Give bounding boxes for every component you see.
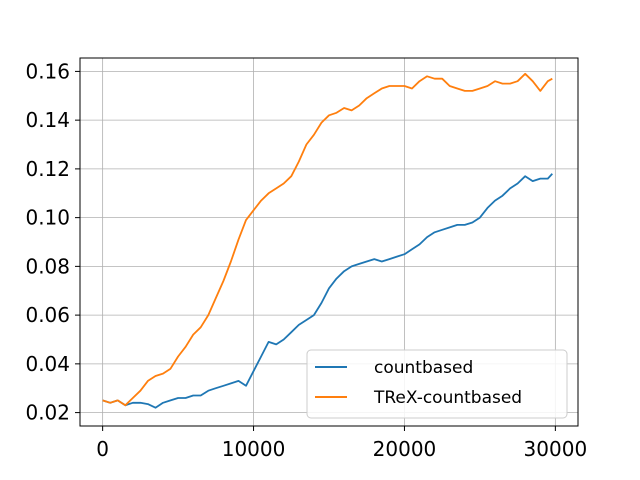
series-line-1 — [102, 173, 553, 409]
x-tick-label: 10000 — [222, 437, 286, 461]
legend: countbased TReX-countbased — [306, 349, 568, 419]
y-tick-label: 0.06 — [25, 303, 70, 327]
y-tick-label: 0.04 — [25, 352, 70, 376]
x-tick-label: 30000 — [524, 437, 588, 461]
legend-box — [306, 349, 568, 419]
plot-frame — [79, 57, 579, 427]
x-tick-label: 0 — [96, 437, 109, 461]
x-tick-label: 20000 — [373, 437, 437, 461]
y-tick-label: 0.12 — [25, 157, 70, 181]
y-tick-label: 0.02 — [25, 401, 70, 425]
axis-ticks: 0 10000 20000 30000 0.02 0.04 0.06 0.08 0.10 0.12… — [25, 59, 587, 461]
legend-label: countbased — [374, 358, 473, 378]
y-tick-label: 0.08 — [25, 254, 70, 278]
series-lines — [102, 72, 553, 409]
series-line-2 — [102, 72, 553, 407]
y-tick-label: 0.10 — [25, 206, 70, 230]
y-tick-label: 0.16 — [25, 59, 70, 83]
grid — [80, 58, 578, 426]
y-tick-label: 0.14 — [25, 108, 70, 132]
legend-label: TReX-countbased — [373, 388, 522, 408]
